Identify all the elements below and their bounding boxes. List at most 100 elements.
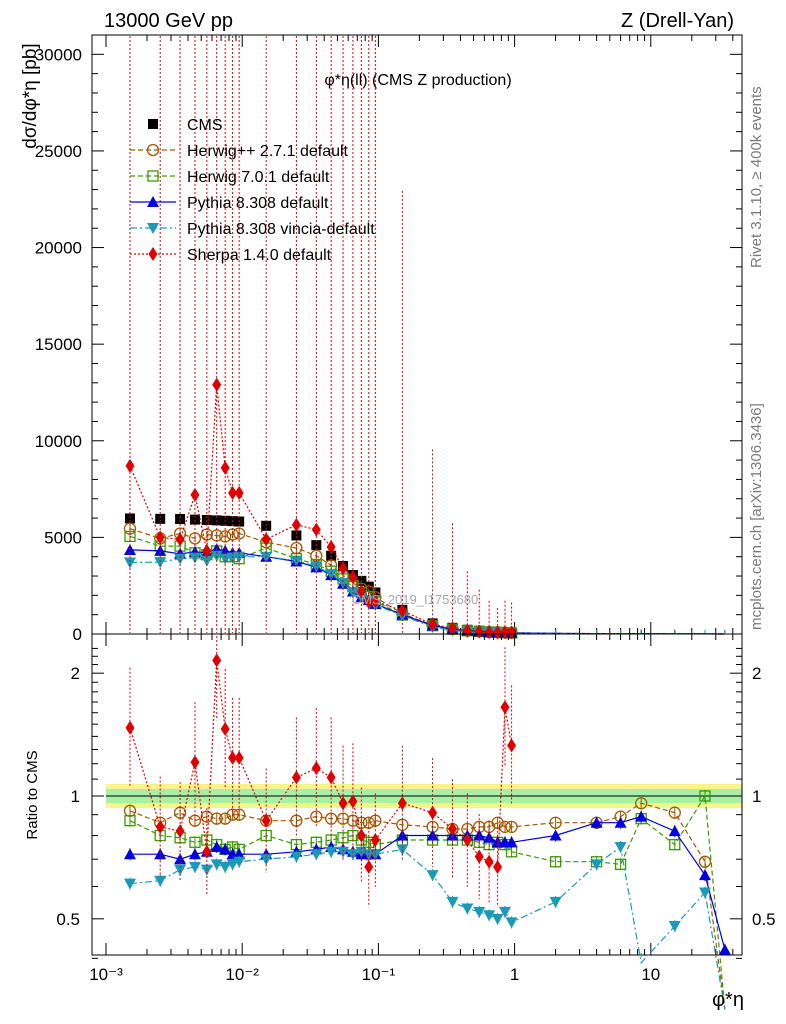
data-point-sherpa-1-4-0-default	[364, 859, 374, 874]
data-point-pythia-8-308-vincia-default	[549, 896, 562, 908]
data-point-pythia-8-308-vincia-default	[614, 841, 627, 853]
data-point-pythia-8-308-default	[233, 848, 246, 860]
data-point-pythia-8-308-vincia-default	[337, 846, 350, 858]
main-y-tick-label: 30000	[35, 45, 82, 64]
legend-label: CMS	[187, 117, 223, 134]
data-point-sherpa-1-4-0-default	[428, 805, 438, 820]
data-point-pythia-8-308-default	[210, 840, 223, 852]
data-point-sherpa-1-4-0-default	[125, 720, 135, 735]
data-point-pythia-8-308-vincia-default	[174, 553, 187, 565]
data-point-sherpa-1-4-0-default	[155, 530, 165, 545]
data-point-herwig-2-7-1-default	[346, 814, 360, 827]
main-y-tick-label: 20000	[35, 239, 82, 258]
ratio-axis-ticks: 10⁻³ 10⁻² 10⁻¹ 1 10 0.5 0.5 1 1 2 2	[56, 634, 776, 984]
data-point-sherpa-1-4-0-default	[291, 517, 301, 532]
legend-entry-cms: CMS	[148, 117, 223, 134]
data-point-pythia-8-308-vincia-default	[590, 859, 603, 871]
data-point-cms	[124, 513, 135, 524]
data-point-sherpa-1-4-0-default	[338, 796, 348, 811]
data-point-sherpa-1-4-0-default	[474, 624, 484, 639]
data-point-sherpa-1-4-0-default	[311, 761, 321, 776]
legend-label: Sherpa 1.4.0 default	[187, 247, 332, 264]
data-point-pythia-8-308-default	[154, 544, 167, 556]
legend-marker	[146, 143, 160, 157]
data-point-pythia-8-308-vincia-default	[260, 854, 273, 866]
data-point-sherpa-1-4-0-default	[125, 458, 135, 473]
series-line-herwig-2-7-1-default	[129, 528, 725, 635]
data-point-sherpa-1-4-0-default	[190, 755, 200, 770]
data-point-pythia-8-308-vincia-default	[310, 561, 323, 573]
series-line-sherpa-1-4-0-default	[129, 660, 513, 869]
legend-entry-sherpa-1-4-0-default: Sherpa 1.4.0 default	[130, 247, 332, 264]
data-point-sherpa-1-4-0-default	[326, 770, 336, 785]
data-point-herwig-2-7-1-default	[549, 816, 562, 829]
data-point-pythia-8-308-default	[718, 943, 731, 955]
data-point-herwig-7-0-1-default	[124, 815, 136, 827]
data-point-sherpa-1-4-0-default	[291, 770, 301, 785]
data-point-sherpa-1-4-0-default	[484, 854, 494, 869]
data-point-herwig-2-7-1-default	[226, 808, 239, 821]
data-point-sherpa-1-4-0-default	[202, 844, 212, 859]
data-point-sherpa-1-4-0-default	[428, 617, 438, 632]
main-y-tick-label: 0	[73, 625, 82, 644]
data-point-sherpa-1-4-0-default	[397, 796, 407, 811]
data-point-sherpa-1-4-0-default	[348, 569, 358, 584]
main-axis-ticks: 0 5000 10000 15000 20000 25000 30000	[35, 34, 742, 644]
data-point-sherpa-1-4-0-default	[261, 532, 271, 547]
legend-marker	[147, 223, 159, 234]
legend-label: Pythia 8.308 vincia-default	[187, 221, 375, 238]
energy-label: 13000 GeV pp	[104, 10, 233, 32]
x-tick-label: 10⁻¹	[362, 965, 396, 984]
main-panel: 0 5000 10000 15000 20000 25000 30000 φ*η(ll) (…	[35, 34, 743, 644]
data-point-sherpa-1-4-0-default	[364, 595, 374, 610]
data-point-herwig-2-7-1-default	[668, 806, 681, 819]
data-point-cms	[189, 514, 200, 525]
data-point-pythia-8-308-vincia-default	[446, 896, 459, 908]
mcplots-label: mcplots.cern.ch [arXiv:1306.3436]	[748, 403, 765, 630]
data-point-herwig-2-7-1-default	[210, 812, 223, 825]
data-point-herwig-2-7-1-default	[325, 812, 338, 825]
data-point-herwig-7-0-1-default	[699, 790, 711, 802]
main-y-tick-label: 10000	[35, 432, 82, 451]
series-cms	[124, 513, 517, 638]
data-point-pythia-8-308-vincia-default	[310, 849, 323, 861]
legend-marker	[147, 196, 159, 207]
data-point-sherpa-1-4-0-default	[220, 460, 230, 475]
data-point-sherpa-1-4-0-default	[348, 794, 358, 809]
data-point-sherpa-1-4-0-default	[261, 813, 271, 828]
series-pythia-8-308-vincia-default	[123, 840, 726, 1010]
ratio-data-layer	[123, 636, 731, 1010]
data-point-sherpa-1-4-0-default	[234, 485, 244, 500]
ratio-y-tick-label-left: 2	[71, 664, 80, 683]
data-point-pythia-8-308-default	[188, 848, 201, 860]
data-point-sherpa-1-4-0-default	[190, 487, 200, 502]
data-point-pythia-8-308-default	[219, 843, 232, 855]
data-point-sherpa-1-4-0-default	[220, 721, 230, 736]
data-point-herwig-2-7-1-default	[498, 820, 512, 834]
data-point-sherpa-1-4-0-default	[155, 819, 165, 834]
data-point-pythia-8-308-vincia-default	[698, 887, 711, 899]
data-point-pythia-8-308-vincia-default	[483, 910, 496, 922]
data-point-pythia-8-308-vincia-default	[473, 906, 486, 918]
data-point-pythia-8-308-vincia-default	[325, 846, 338, 858]
data-point-herwig-7-0-1-default	[189, 836, 201, 848]
data-point-sherpa-1-4-0-default	[326, 540, 336, 555]
data-point-sherpa-1-4-0-default	[356, 828, 366, 843]
data-point-pythia-8-308-vincia-default	[123, 557, 136, 569]
main-y-tick-label: 5000	[44, 528, 82, 547]
data-point-pythia-8-308-default	[614, 816, 627, 828]
ratio-y-axis-label: Ratio to CMS	[24, 750, 41, 839]
data-point-herwig-2-7-1-default	[505, 820, 518, 834]
data-point-sherpa-1-4-0-default	[370, 833, 380, 848]
x-tick-label: 10⁻²	[225, 965, 259, 984]
data-point-sherpa-1-4-0-default	[500, 700, 510, 715]
data-point-sherpa-1-4-0-default	[175, 532, 185, 547]
data-point-pythia-8-308-vincia-default	[188, 861, 201, 873]
data-point-pythia-8-308-vincia-default	[154, 557, 167, 569]
data-point-sherpa-1-4-0-default	[500, 625, 510, 640]
legend-label: Herwig 7.0.1 default	[187, 169, 330, 186]
data-point-pythia-8-308-vincia-default	[461, 903, 474, 915]
series-line-herwig-7-0-1-default	[129, 794, 726, 1010]
data-point-herwig-7-0-1-default	[549, 856, 562, 868]
